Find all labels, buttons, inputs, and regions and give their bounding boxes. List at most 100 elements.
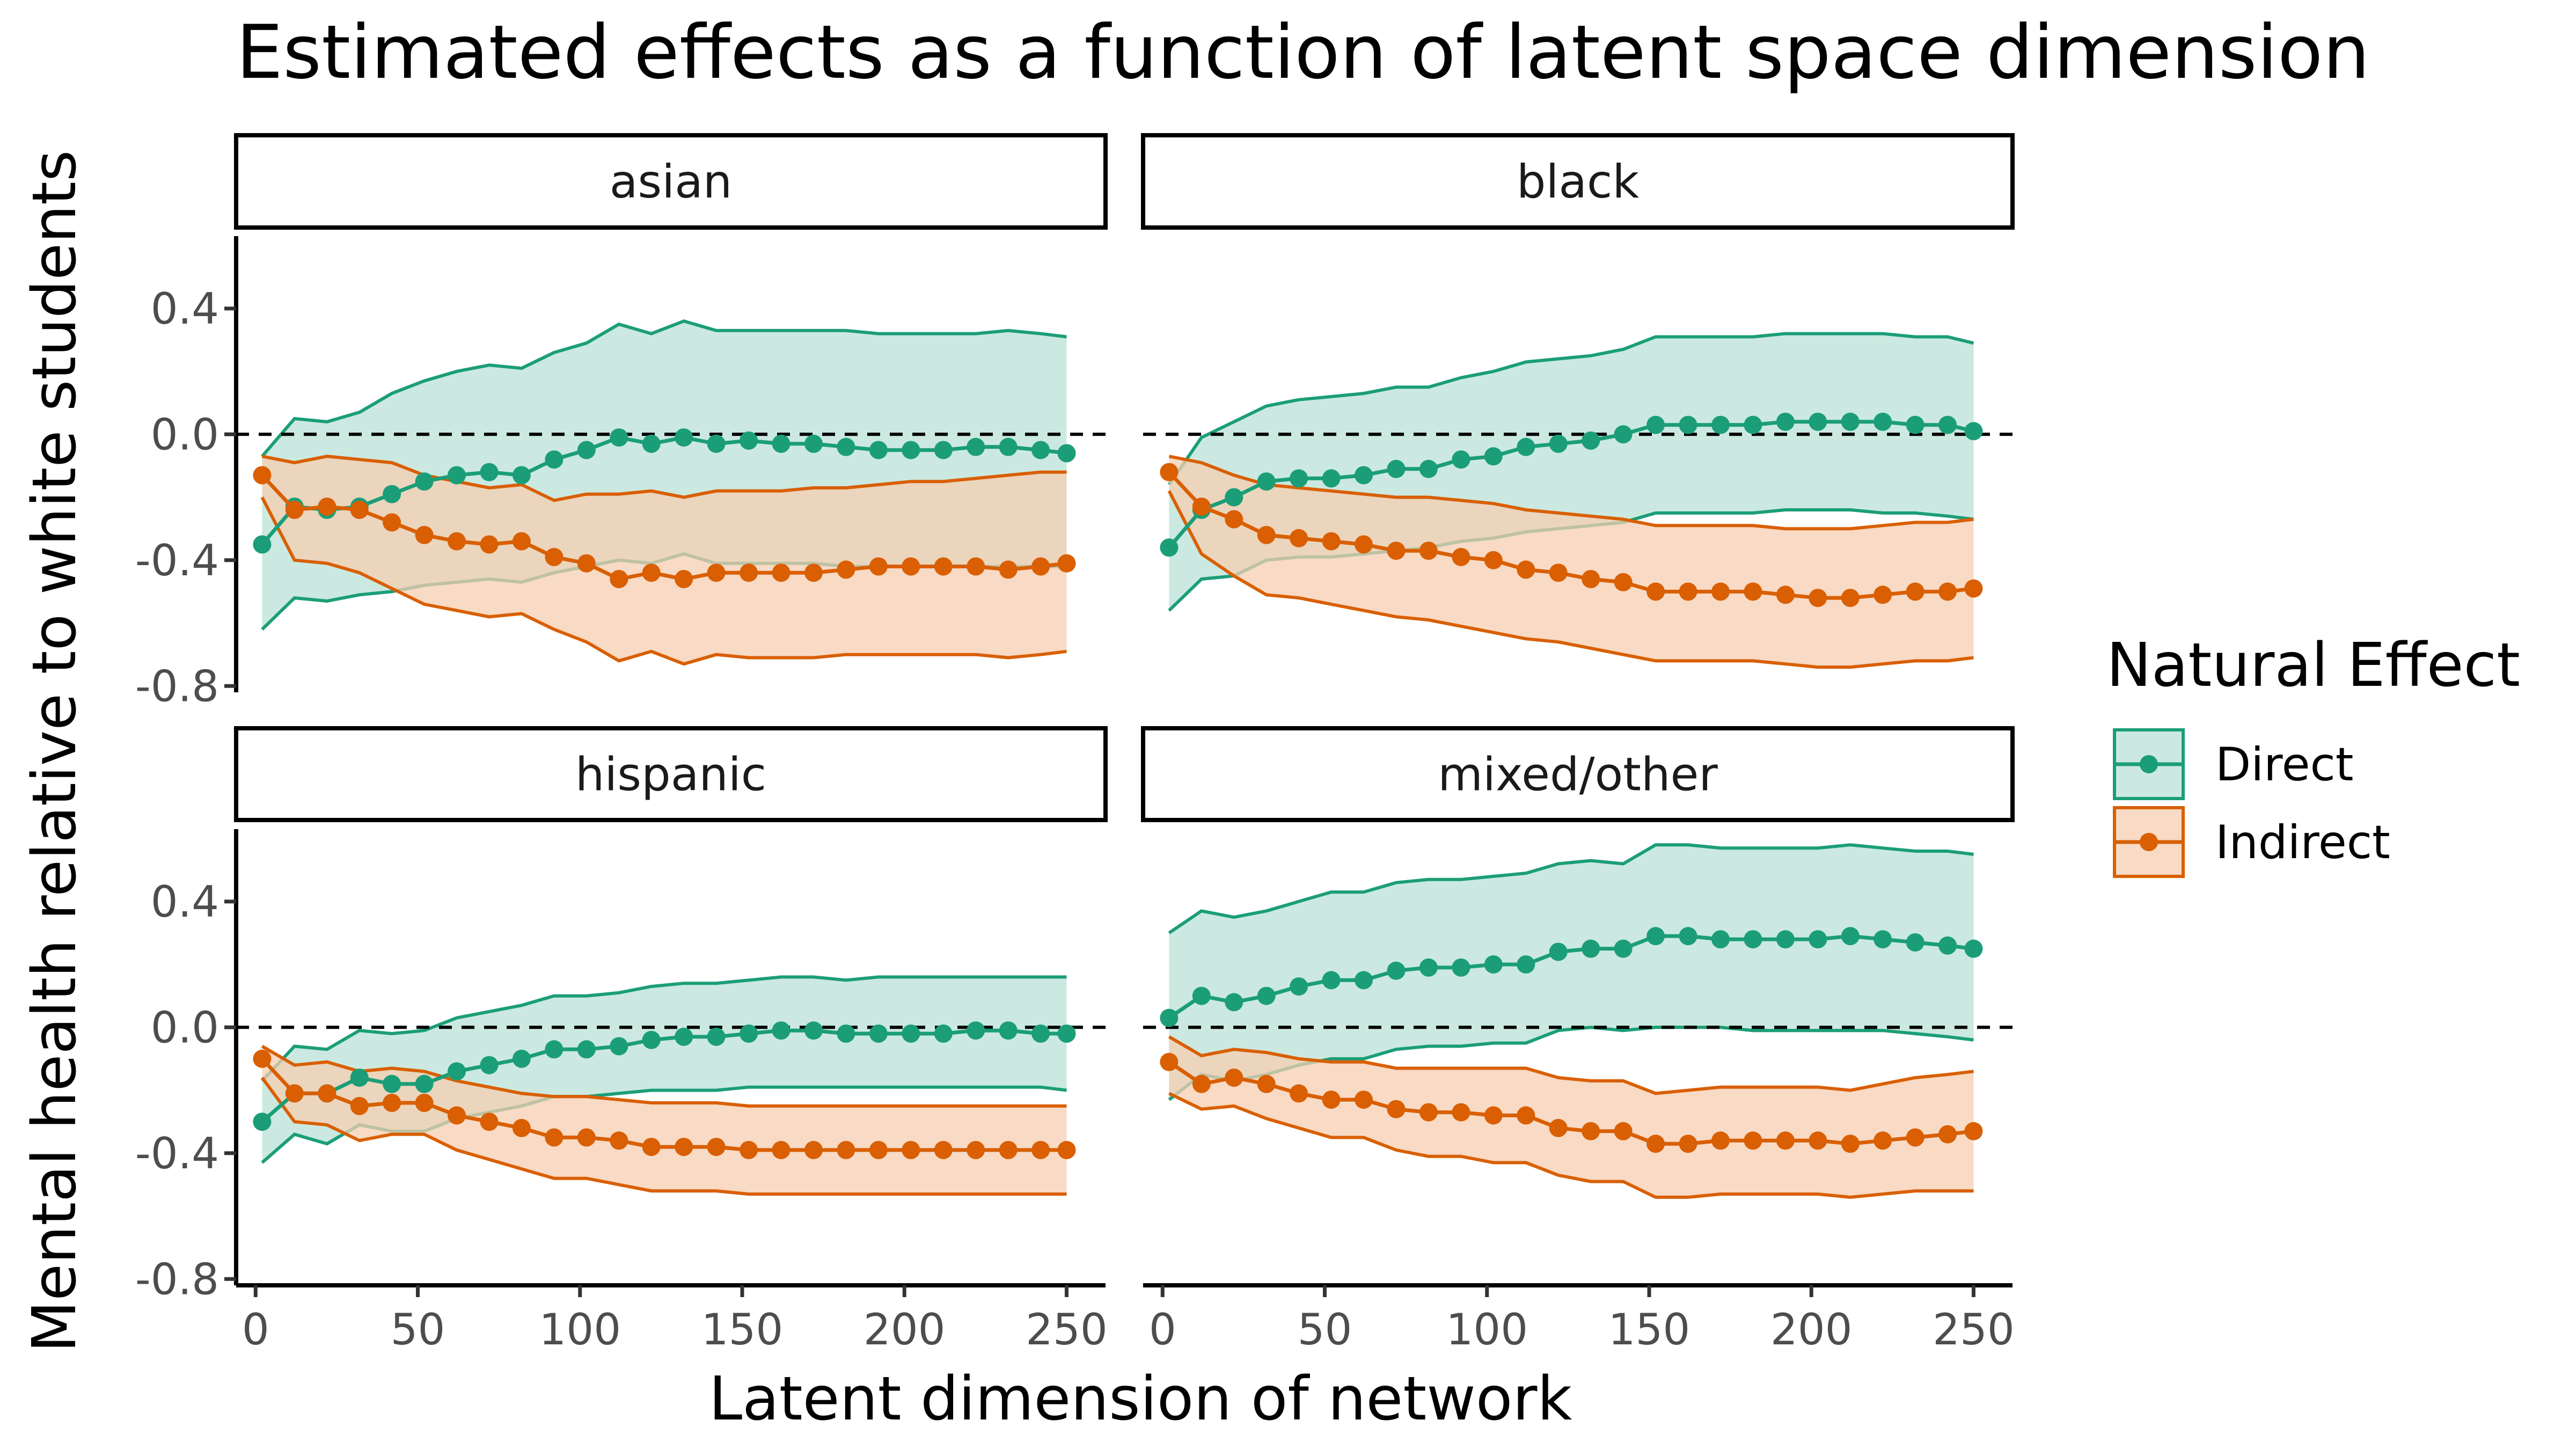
data-point-indirect [1355,1091,1373,1109]
data-point-direct [1419,459,1438,478]
data-point-indirect [1744,1131,1762,1150]
data-point-indirect [545,547,564,566]
data-point-indirect [577,554,596,573]
y-tick-label: 0.0 [151,1002,219,1052]
data-point-direct [1809,412,1827,431]
data-point-indirect [1517,560,1535,579]
data-point-direct [1257,986,1276,1005]
x-tick-label: 0 [1149,1305,1176,1355]
data-point-direct [1549,434,1568,453]
data-point-direct [1582,939,1600,958]
data-point-direct [1679,415,1697,434]
data-point-indirect [740,1140,758,1159]
data-point-indirect [610,1131,628,1150]
data-point-indirect [253,1049,272,1068]
data-point-direct [707,1027,726,1046]
data-point-indirect [1906,1128,1924,1147]
data-point-indirect [285,501,304,519]
data-point-direct [1776,930,1795,949]
data-point-direct [1484,955,1503,974]
data-point-direct [902,441,920,459]
data-point-indirect [1614,1122,1633,1140]
data-point-direct [1160,538,1179,557]
data-point-direct [1031,1024,1050,1043]
data-point-direct [1938,936,1957,955]
data-point-indirect [1874,586,1892,604]
data-point-direct [1257,472,1276,491]
data-point-direct [512,1049,531,1068]
facet-panel-hispanic: hispanic -0.8 -0.4 0.0 0.4 0 50 100 150 200 250 [135,726,1108,1355]
x-tick-label: 250 [1933,1305,2015,1355]
data-point-direct [1964,939,1983,958]
data-point-direct [1419,958,1438,977]
x-tick-label: 0 [242,1305,269,1355]
data-point-direct [707,434,726,453]
data-point-indirect [1057,554,1076,573]
data-point-direct [1776,412,1795,431]
data-point-indirect [707,564,726,582]
data-point-indirect [740,564,758,582]
ci-ribbon-indirect [262,456,1067,664]
data-point-indirect [1452,1103,1470,1122]
ci-lower-line-indirect [260,496,1067,666]
data-point-indirect [318,1084,336,1103]
data-point-indirect [577,1128,596,1147]
data-point-indirect [1874,1131,1892,1150]
data-point-indirect [1809,589,1827,608]
strip-header-asian [234,133,1108,230]
data-point-direct [1452,958,1470,977]
data-point-indirect [350,1096,369,1115]
data-point-indirect [999,560,1018,579]
ci-ribbon-direct [1169,845,1974,1100]
data-point-indirect [1322,532,1341,551]
data-point-indirect [1582,1122,1600,1140]
data-point-indirect [999,1140,1018,1159]
data-point-indirect [967,1140,985,1159]
data-point-indirect [1646,582,1665,601]
data-point-indirect [1744,582,1762,601]
data-point-direct [415,472,434,491]
data-point-direct [1744,930,1762,949]
data-point-indirect [1964,1122,1983,1140]
data-point-direct [1582,431,1600,450]
data-point-indirect [902,1140,920,1159]
data-point-direct [480,1056,499,1074]
data-point-indirect [318,497,336,516]
data-point-indirect [1057,1140,1076,1159]
data-point-indirect [1419,1103,1438,1122]
data-point-indirect [1841,1135,1860,1153]
data-point-indirect [1225,1069,1243,1087]
data-point-indirect [804,564,823,582]
data-point-indirect [1192,1074,1211,1093]
data-point-direct [1549,942,1568,961]
y-tick-label: 0.4 [151,284,219,334]
data-point-direct [1031,441,1050,459]
legend-label-indirect: Indirect [2215,816,2390,869]
ci-upper-line-direct [1168,843,1974,934]
ci-upper-line-direct [1167,332,1974,486]
data-point-indirect [1679,1135,1697,1153]
data-point-indirect [1387,1100,1406,1118]
data-point-indirect [1192,497,1211,516]
y-tick-label: 0.4 [151,877,219,927]
data-point-indirect [1809,1131,1827,1150]
data-point-direct [1517,955,1535,974]
data-point-direct [1841,412,1860,431]
data-point-direct [253,1113,272,1131]
data-point-direct [448,1062,466,1081]
data-point-direct [1322,971,1341,990]
x-axis-title: Latent dimension of network [709,1364,1572,1434]
data-point-indirect [448,1106,466,1125]
data-point-indirect [383,1094,401,1112]
data-point-direct [869,1024,888,1043]
data-point-indirect [1614,573,1633,591]
data-point-direct [1484,447,1503,466]
chart-title: Estimated effects as a function of laten… [236,9,2370,96]
data-point-direct [934,441,953,459]
data-point-indirect [285,1084,304,1103]
y-tick-label: -0.4 [135,536,219,586]
data-point-indirect [1257,525,1276,544]
data-point-indirect [772,564,791,582]
data-point-indirect [1322,1091,1341,1109]
x-tick-label: 150 [1608,1305,1690,1355]
